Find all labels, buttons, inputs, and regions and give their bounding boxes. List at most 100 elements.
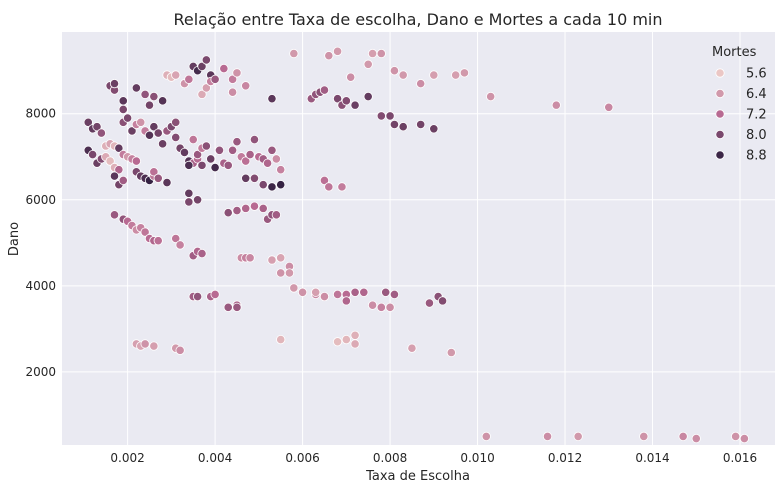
- scatter-point: [486, 91, 496, 102]
- y-tick-label: 8000: [25, 107, 56, 121]
- scatter-point: [350, 330, 360, 340]
- scatter-point: [175, 240, 185, 250]
- scatter-point: [271, 210, 281, 220]
- scatter-point: [232, 137, 242, 147]
- scatter-point: [267, 145, 277, 155]
- scatter-point: [350, 100, 360, 110]
- scatter-point: [297, 287, 308, 297]
- chart-title: Relação entre Taxa de escolha, Dano e Mo…: [173, 10, 662, 29]
- scatter-point: [241, 156, 251, 166]
- scatter-point: [271, 154, 281, 164]
- legend-marker: [715, 129, 725, 140]
- scatter-point: [341, 96, 351, 106]
- grid-lines: [62, 32, 775, 445]
- x-tick-label: 0.014: [635, 451, 669, 465]
- x-tick-label: 0.010: [460, 451, 494, 465]
- scatter-point: [332, 94, 343, 104]
- scatter-point: [311, 287, 321, 297]
- scatter-point: [363, 59, 373, 69]
- scatter-point: [385, 302, 395, 312]
- scatter-point: [276, 180, 286, 190]
- scatter-point: [245, 253, 255, 263]
- scatter-point: [153, 173, 163, 183]
- scatter-point: [153, 128, 163, 138]
- scatter-point: [127, 126, 137, 136]
- scatter-point: [604, 102, 614, 112]
- scatter-point: [171, 233, 181, 244]
- scatter-point: [241, 173, 251, 183]
- scatter-point: [376, 111, 386, 121]
- scatter-point: [193, 291, 203, 302]
- scatter-point: [162, 177, 172, 188]
- x-axis-label: Taxa de Escolha: [365, 469, 470, 484]
- legend-marker: [715, 150, 725, 160]
- scatter-point: [227, 145, 238, 155]
- scatter-point: [359, 287, 369, 297]
- scatter-point: [140, 339, 150, 349]
- scatter-point: [381, 287, 391, 297]
- scatter-point: [144, 130, 155, 140]
- scatter-point: [416, 79, 426, 89]
- scatter-point: [88, 150, 98, 160]
- scatter-point: [385, 111, 395, 121]
- scatter-point: [446, 347, 456, 358]
- scatter-point: [367, 48, 378, 59]
- scatter-point: [109, 171, 120, 181]
- scatter-point: [149, 167, 159, 177]
- scatter-point: [398, 70, 408, 80]
- scatter-point: [179, 147, 190, 158]
- scatter-point: [149, 91, 159, 102]
- legend-title: Mortes: [712, 45, 757, 60]
- scatter-point: [258, 180, 268, 190]
- scatter-point: [691, 433, 701, 444]
- y-axis-ticks: 2000 4000 6000 8000: [25, 107, 56, 379]
- scatter-point: [223, 208, 233, 218]
- scatter-point: [249, 201, 260, 211]
- scatter-point: [241, 81, 251, 91]
- scatter-point: [175, 345, 185, 355]
- scatter-point: [398, 122, 408, 132]
- scatter-point: [481, 431, 491, 441]
- scatter-point: [193, 195, 203, 205]
- scatter-point: [341, 334, 351, 345]
- legend-marker: [715, 88, 725, 99]
- scatter-point: [136, 117, 146, 127]
- scatter-point: [210, 74, 220, 84]
- scatter-point: [678, 431, 688, 441]
- scatter-point: [389, 289, 400, 300]
- scatter-point: [109, 210, 120, 220]
- scatter-point: [437, 296, 448, 306]
- scatter-point: [118, 175, 128, 186]
- scatter-point: [144, 100, 155, 110]
- scatter-point: [319, 175, 330, 186]
- scatter-point: [324, 51, 334, 61]
- scatter-point: [232, 302, 242, 312]
- scatter-point: [118, 96, 128, 106]
- scatter-point: [188, 134, 198, 145]
- scatter-point: [153, 236, 163, 246]
- y-tick-label: 4000: [25, 279, 56, 293]
- x-tick-label: 0.012: [548, 451, 582, 465]
- y-tick-label: 2000: [25, 365, 56, 379]
- scatter-point: [267, 255, 277, 265]
- scatter-point: [324, 182, 334, 192]
- scatter-point: [289, 283, 299, 293]
- legend-label: 8.0: [746, 128, 767, 143]
- legend-label: 7.2: [746, 108, 767, 123]
- scatter-point: [158, 96, 168, 106]
- scatter-point: [258, 203, 268, 213]
- scatter-point: [276, 268, 286, 278]
- scatter-point: [149, 122, 159, 132]
- scatter-point: [407, 343, 417, 353]
- scatter-point: [123, 113, 133, 123]
- legend-label: 6.4: [746, 87, 767, 102]
- scatter-point: [276, 334, 286, 345]
- scatter-point: [184, 160, 194, 170]
- scatter-point: [350, 287, 360, 297]
- scatter-point: [731, 431, 741, 441]
- scatter-point: [158, 139, 168, 149]
- scatter-point: [376, 48, 386, 59]
- scatter-point: [573, 431, 583, 441]
- scatter-point: [171, 132, 181, 143]
